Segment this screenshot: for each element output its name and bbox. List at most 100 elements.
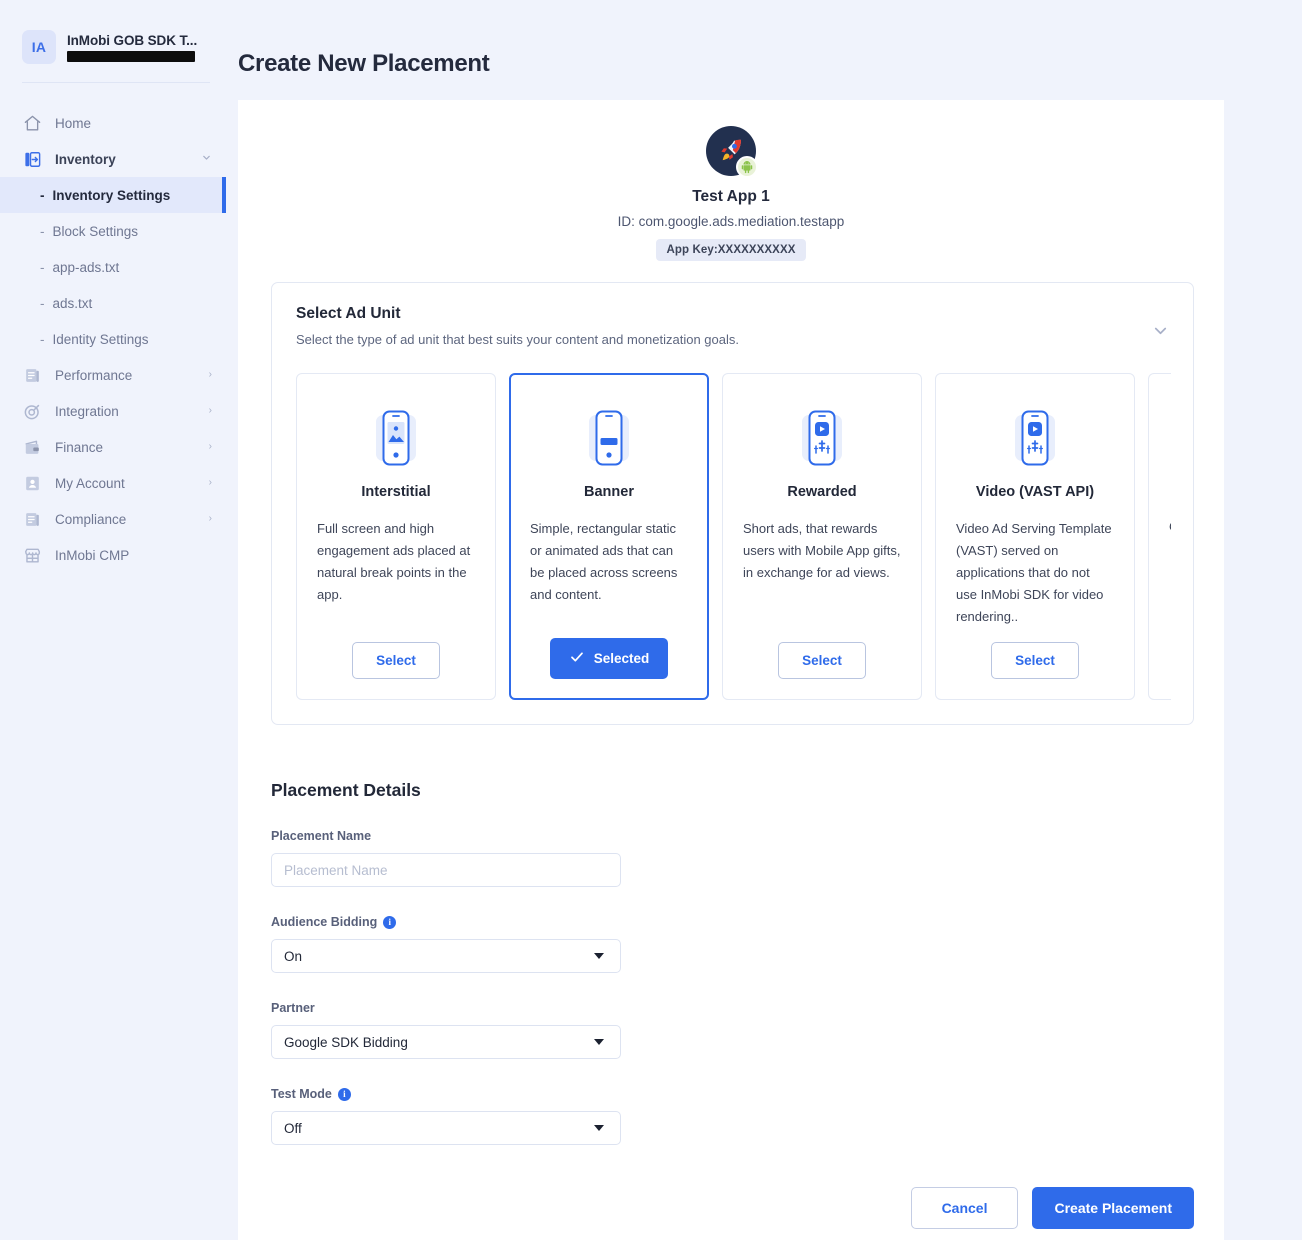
chevron-down-icon[interactable] (1149, 319, 1171, 341)
sidebar-item-block-settings[interactable]: - Block Settings (0, 213, 226, 249)
dash-icon: - (40, 223, 45, 239)
app-id: ID: com.google.ads.mediation.testapp (617, 214, 845, 229)
test-mode-label-text: Test Mode (271, 1087, 332, 1101)
android-badge-icon (736, 156, 758, 178)
sidebar-item-my-account[interactable]: My Account › (0, 465, 226, 501)
content-card: Test App 1 ID: com.google.ads.mediation.… (238, 100, 1224, 1240)
sidebar-subitem-label: ads.txt (52, 295, 93, 311)
placement-name-input[interactable] (271, 853, 621, 887)
info-icon[interactable]: i (383, 915, 397, 929)
dash-icon: - (40, 331, 45, 347)
ad-unit-card-interstitial[interactable]: Interstitial Full screen and high engage… (296, 373, 496, 700)
placement-details-section: Placement Details Placement Name Audienc… (271, 780, 1224, 1145)
sidebar-item-integration[interactable]: Integration › (0, 393, 226, 429)
sidebar-item-label: Home (55, 115, 92, 131)
sidebar-item-label: Performance (55, 367, 133, 383)
sidebar-item-ads-txt[interactable]: - ads.txt (0, 285, 226, 321)
audience-bidding-label-text: Audience Bidding (271, 915, 378, 929)
sidebar-item-label: InMobi CMP (55, 547, 130, 563)
test-mode-label: Test Mode i (271, 1087, 621, 1101)
dash-icon: - (40, 187, 45, 203)
cancel-button[interactable]: Cancel (910, 1187, 1019, 1229)
ad-unit-card-title: Banner (584, 484, 634, 500)
create-placement-button[interactable]: Create Placement (1032, 1187, 1194, 1229)
sidebar-item-compliance[interactable]: Compliance › (0, 501, 226, 537)
ad-unit-cards: Interstitial Full screen and high engage… (296, 373, 1171, 700)
ad-unit-card-description: Custo seam your desig (1169, 516, 1171, 538)
phone-video-reward-icon (789, 396, 855, 480)
sidebar-item-app-ads-txt[interactable]: - app-ads.txt (0, 249, 226, 285)
ad-unit-card-video-vast[interactable]: Video (VAST API) Video Ad Serving Templa… (935, 373, 1135, 700)
ad-unit-card-title: Rewarded (787, 484, 857, 500)
audience-bidding-label: Audience Bidding i (271, 915, 621, 929)
sidebar-nav: Home Inventory - Inventory Settings (0, 105, 226, 573)
partner-label: Partner (271, 1001, 315, 1015)
sidebar-subitem-label: Inventory Settings (52, 187, 171, 203)
caret-down-icon (594, 1125, 604, 1131)
test-mode-value: Off (284, 1120, 302, 1136)
select-video-vast-button[interactable]: Select (991, 642, 1079, 679)
sidebar-subitem-label: Identity Settings (52, 331, 149, 347)
check-icon (569, 649, 585, 668)
placement-name-label: Placement Name (271, 829, 372, 843)
rocket-android-icon (706, 126, 758, 178)
ad-unit-card-title: Interstitial (361, 484, 431, 500)
field-audience-bidding: Audience Bidding i On (271, 915, 621, 973)
form-footer: Cancel Create Placement (238, 1187, 1194, 1240)
page-title: Create New Placement (238, 50, 490, 77)
selected-banner-label: Selected (593, 651, 650, 666)
ad-unit-card-description: Video Ad Serving Template (VAST) served … (956, 521, 1112, 624)
main-content: Create New Placement (226, 8, 1302, 1240)
chevron-right-icon: › (208, 477, 212, 488)
ad-unit-card-description: Full screen and high engagement ads plac… (317, 521, 471, 602)
ad-unit-card-description: Simple, rectangular static or animated a… (530, 521, 678, 602)
sidebar-item-label: Integration (55, 403, 119, 419)
sidebar-item-label: Inventory (55, 151, 116, 167)
chevron-right-icon: › (208, 405, 212, 416)
select-rewarded-button[interactable]: Select (778, 642, 866, 679)
account-header[interactable]: IA InMobi GOB SDK T... (0, 8, 226, 64)
audience-bidding-select[interactable]: On (271, 939, 621, 973)
phone-video-reward-icon (1002, 396, 1068, 480)
select-ad-unit-title: Select Ad Unit (296, 305, 401, 322)
sidebar-item-finance[interactable]: Finance › (0, 429, 226, 465)
sidebar-item-label: My Account (55, 475, 125, 491)
chevron-right-icon: › (208, 513, 212, 524)
partner-value: Google SDK Bidding (284, 1034, 408, 1050)
account-icon (22, 473, 42, 493)
sidebar-subitem-label: app-ads.txt (52, 259, 120, 275)
field-partner: Partner Google SDK Bidding (271, 1001, 621, 1059)
sidebar-subitem-label: Block Settings (52, 223, 139, 239)
caret-down-icon (594, 1039, 604, 1045)
select-interstitial-button[interactable]: Select (352, 642, 440, 679)
audience-bidding-value: On (284, 948, 303, 964)
sidebar-item-inventory-settings[interactable]: - Inventory Settings (0, 177, 226, 213)
selected-banner-button[interactable]: Selected (549, 638, 669, 679)
app-header: Test App 1 ID: com.google.ads.mediation.… (238, 126, 1224, 261)
ad-unit-card-banner[interactable]: Banner Simple, rectangular static or ani… (509, 373, 709, 700)
inventory-icon (22, 149, 42, 169)
ad-unit-card-rewarded[interactable]: Rewarded Short ads, that rewards users w… (722, 373, 922, 700)
sidebar-item-performance[interactable]: Performance › (0, 357, 226, 393)
sidebar-item-inventory[interactable]: Inventory (0, 141, 226, 177)
ad-unit-card-partial[interactable]: Custo seam your desig (1148, 373, 1171, 700)
sidebar-item-home[interactable]: Home (0, 105, 226, 141)
sidebar-divider (22, 82, 210, 83)
ad-unit-card-title: Video (VAST API) (975, 484, 1095, 500)
compliance-icon (22, 509, 42, 529)
sidebar-item-identity-settings[interactable]: - Identity Settings (0, 321, 226, 357)
sidebar-item-inmobi-cmp[interactable]: InMobi CMP (0, 537, 226, 573)
field-placement-name: Placement Name (271, 829, 621, 887)
sidebar-item-label: Compliance (55, 511, 127, 527)
ad-unit-card-description: Short ads, that rewards users with Mobil… (743, 521, 901, 580)
account-name: InMobi GOB SDK T... (67, 32, 198, 48)
test-mode-select[interactable]: Off (271, 1111, 621, 1145)
cmp-icon (22, 545, 42, 565)
partner-select[interactable]: Google SDK Bidding (271, 1025, 621, 1059)
chevron-right-icon: › (208, 441, 212, 452)
field-test-mode: Test Mode i Off (271, 1087, 621, 1145)
info-icon[interactable]: i (337, 1087, 351, 1101)
account-id-redacted (67, 50, 195, 62)
caret-down-icon (594, 953, 604, 959)
